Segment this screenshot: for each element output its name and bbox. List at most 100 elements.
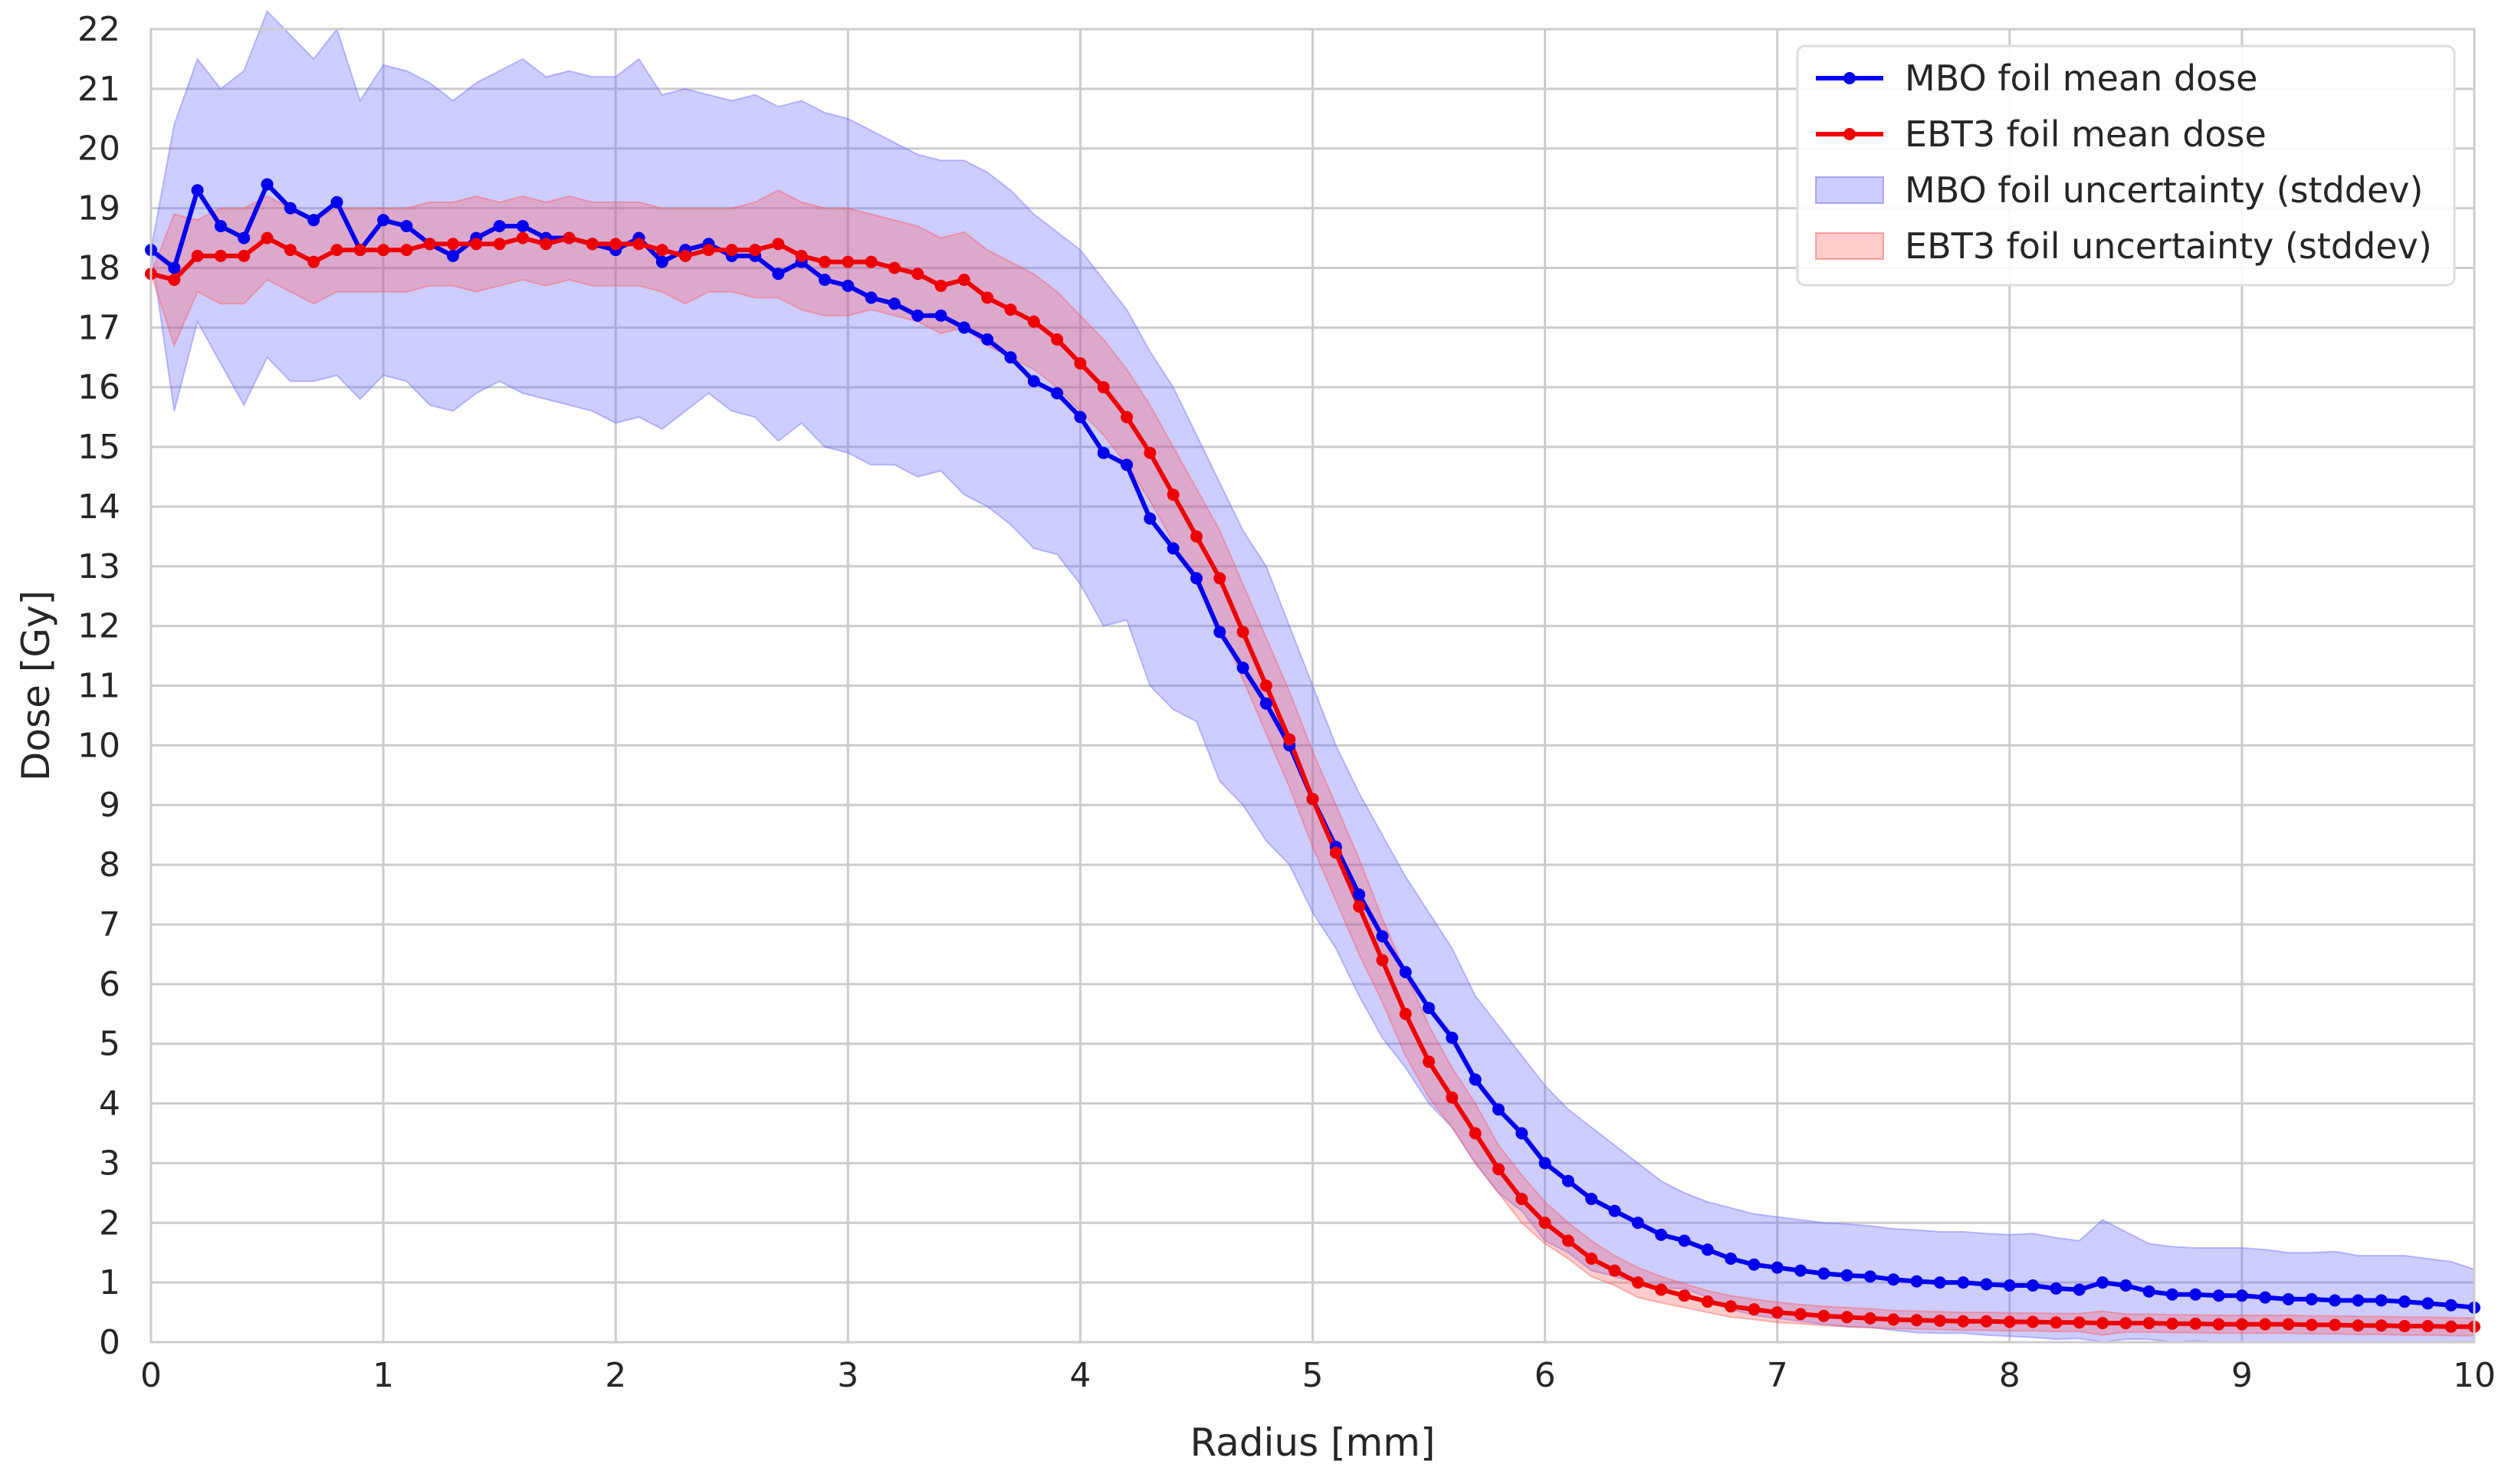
point-mbo	[1423, 1001, 1436, 1014]
x-tick-label-2: 2	[605, 1356, 626, 1395]
point-ebt3	[516, 231, 529, 245]
x-tick-labels: 0 1 2 3 4 5 6 7 8 9 10	[140, 1356, 2496, 1395]
point-ebt3	[1074, 357, 1087, 370]
point-mbo	[1353, 888, 1366, 901]
point-mbo	[330, 195, 343, 208]
point-ebt3	[632, 238, 645, 251]
y-tick-label-14: 14	[77, 488, 120, 527]
point-mbo	[1144, 512, 1157, 525]
point-ebt3	[2329, 1318, 2342, 1331]
y-tick-label-17: 17	[77, 308, 120, 347]
point-ebt3	[981, 291, 994, 304]
point-ebt3	[1748, 1303, 1761, 1316]
point-ebt3	[865, 255, 878, 268]
point-mbo	[1608, 1204, 1621, 1217]
point-ebt3	[818, 255, 831, 268]
point-mbo	[238, 231, 251, 245]
point-ebt3	[655, 244, 668, 257]
point-ebt3	[1469, 1127, 1482, 1140]
point-ebt3	[749, 244, 762, 257]
point-ebt3	[702, 244, 715, 257]
y-tick-label-6: 6	[99, 965, 120, 1004]
point-mbo	[2259, 1291, 2272, 1304]
point-ebt3	[2398, 1319, 2411, 1332]
y-tick-label-3: 3	[99, 1144, 120, 1183]
point-mbo	[377, 214, 390, 227]
point-ebt3	[238, 249, 251, 262]
point-mbo	[1213, 625, 1226, 639]
point-mbo	[1840, 1269, 1853, 1282]
y-tick-label-0: 0	[99, 1323, 120, 1362]
x-tick-label-9: 9	[2231, 1356, 2253, 1395]
legend-marker-ebt3-mean	[1843, 128, 1856, 140]
point-ebt3	[2352, 1319, 2365, 1332]
y-tick-label-7: 7	[99, 905, 120, 944]
point-ebt3	[1283, 733, 1296, 746]
point-mbo	[2096, 1276, 2109, 1289]
point-ebt3	[1771, 1306, 1784, 1319]
x-tick-label-7: 7	[1767, 1356, 1788, 1395]
point-mbo	[1631, 1216, 1644, 1230]
point-ebt3	[2073, 1316, 2086, 1329]
point-ebt3	[540, 238, 553, 251]
y-tick-label-18: 18	[77, 248, 120, 287]
point-mbo	[1863, 1270, 1876, 1283]
point-ebt3	[1492, 1163, 1505, 1176]
point-ebt3	[842, 255, 855, 268]
point-mbo	[2305, 1292, 2318, 1305]
x-tick-label-6: 6	[1535, 1356, 1556, 1395]
point-mbo	[2421, 1297, 2434, 1310]
point-ebt3	[679, 249, 692, 262]
point-ebt3	[2050, 1316, 2063, 1329]
point-mbo	[888, 297, 901, 310]
y-tick-label-19: 19	[77, 189, 120, 228]
point-mbo	[1399, 966, 1412, 979]
point-mbo	[1887, 1273, 1900, 1286]
y-tick-label-13: 13	[77, 547, 120, 586]
x-tick-label-10: 10	[2453, 1356, 2496, 1395]
point-ebt3	[1236, 625, 1249, 639]
point-ebt3	[330, 244, 343, 257]
point-mbo	[1190, 572, 1203, 585]
point-ebt3	[2305, 1318, 2318, 1331]
point-ebt3	[1353, 900, 1366, 913]
point-mbo	[2003, 1279, 2016, 1292]
point-mbo	[1933, 1276, 1946, 1289]
point-ebt3	[1259, 679, 1272, 692]
point-ebt3	[284, 244, 297, 257]
data-points	[145, 178, 2480, 1333]
point-ebt3	[1608, 1264, 1621, 1277]
point-ebt3	[2142, 1317, 2155, 1330]
point-ebt3	[2259, 1318, 2272, 1331]
point-ebt3	[1446, 1091, 1459, 1104]
legend-swatch-mbo-uncertainty	[1815, 176, 1884, 204]
point-ebt3	[1980, 1315, 1993, 1328]
point-mbo	[2165, 1288, 2178, 1301]
point-ebt3	[400, 244, 413, 257]
point-ebt3	[1840, 1311, 1853, 1324]
point-ebt3	[2444, 1320, 2457, 1333]
point-ebt3	[447, 238, 460, 251]
plot-frame	[149, 28, 2476, 1344]
point-ebt3	[2165, 1317, 2178, 1330]
point-ebt3	[1701, 1295, 1714, 1308]
y-tick-label-16: 16	[77, 368, 120, 407]
y-tick-label-15: 15	[77, 428, 120, 467]
point-mbo	[1236, 662, 1249, 675]
point-mbo	[168, 261, 181, 274]
point-ebt3	[1306, 793, 1319, 806]
point-ebt3	[1423, 1056, 1436, 1069]
point-ebt3	[423, 238, 436, 251]
point-ebt3	[2421, 1319, 2434, 1332]
y-axis-label: Dose [Gy]	[14, 590, 58, 781]
point-mbo	[447, 249, 460, 262]
point-ebt3	[1538, 1216, 1551, 1230]
point-mbo	[957, 321, 970, 334]
point-ebt3	[2375, 1319, 2388, 1332]
point-mbo	[1561, 1174, 1574, 1187]
point-mbo	[1259, 697, 1272, 710]
point-ebt3	[1213, 572, 1226, 585]
point-ebt3	[934, 279, 947, 292]
point-ebt3	[1631, 1276, 1644, 1289]
